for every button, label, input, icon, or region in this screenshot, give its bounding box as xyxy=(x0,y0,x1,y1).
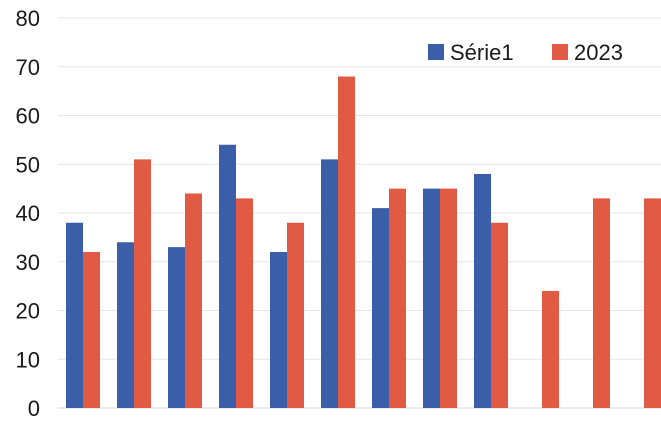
bar-series1-cat6 xyxy=(321,159,338,408)
bar-series2-cat1 xyxy=(83,252,100,408)
bar-series2-cat11 xyxy=(593,198,610,408)
bar-series2-cat6 xyxy=(338,76,355,408)
bar-series1-cat9 xyxy=(474,174,491,408)
bar-series1-cat8 xyxy=(423,188,440,408)
y-tick-label-60: 60 xyxy=(16,104,40,129)
gridlines xyxy=(58,17,661,409)
bar-series2-cat12 xyxy=(644,198,661,408)
y-axis-tick-labels: 0 10 20 30 40 50 60 70 80 xyxy=(16,6,40,421)
y-tick-label-20: 20 xyxy=(16,299,40,324)
y-tick-label-10: 10 xyxy=(16,347,40,372)
legend-label-2: 2023 xyxy=(574,40,623,65)
legend-label-1: Série1 xyxy=(450,40,514,65)
y-tick-label-0: 0 xyxy=(28,396,40,421)
y-tick-label-70: 70 xyxy=(16,55,40,80)
bar-series2-cat9 xyxy=(491,222,508,408)
bar-series2-cat2 xyxy=(134,159,151,408)
bar-series2-cat3 xyxy=(185,193,202,408)
bar-series2-cat5 xyxy=(287,222,304,408)
bar-series1-cat3 xyxy=(168,247,185,408)
bar-series1-cat5 xyxy=(270,252,287,408)
bar-series2-cat10 xyxy=(542,291,559,408)
bars xyxy=(66,76,661,408)
bar-series1-cat1 xyxy=(66,222,83,408)
legend-swatch-2 xyxy=(552,44,568,60)
bar-series1-cat4 xyxy=(219,144,236,408)
bar-series2-cat8 xyxy=(440,188,457,408)
y-tick-label-80: 80 xyxy=(16,6,40,31)
bar-series1-cat2 xyxy=(117,242,134,408)
legend-swatch-1 xyxy=(428,44,444,60)
y-tick-label-40: 40 xyxy=(16,201,40,226)
bar-series2-cat7 xyxy=(389,188,406,408)
bar-series2-cat4 xyxy=(236,198,253,408)
bar-series1-cat7 xyxy=(372,208,389,408)
legend: Série1 2023 xyxy=(428,40,623,65)
y-tick-label-50: 50 xyxy=(16,152,40,177)
y-tick-label-30: 30 xyxy=(16,250,40,275)
